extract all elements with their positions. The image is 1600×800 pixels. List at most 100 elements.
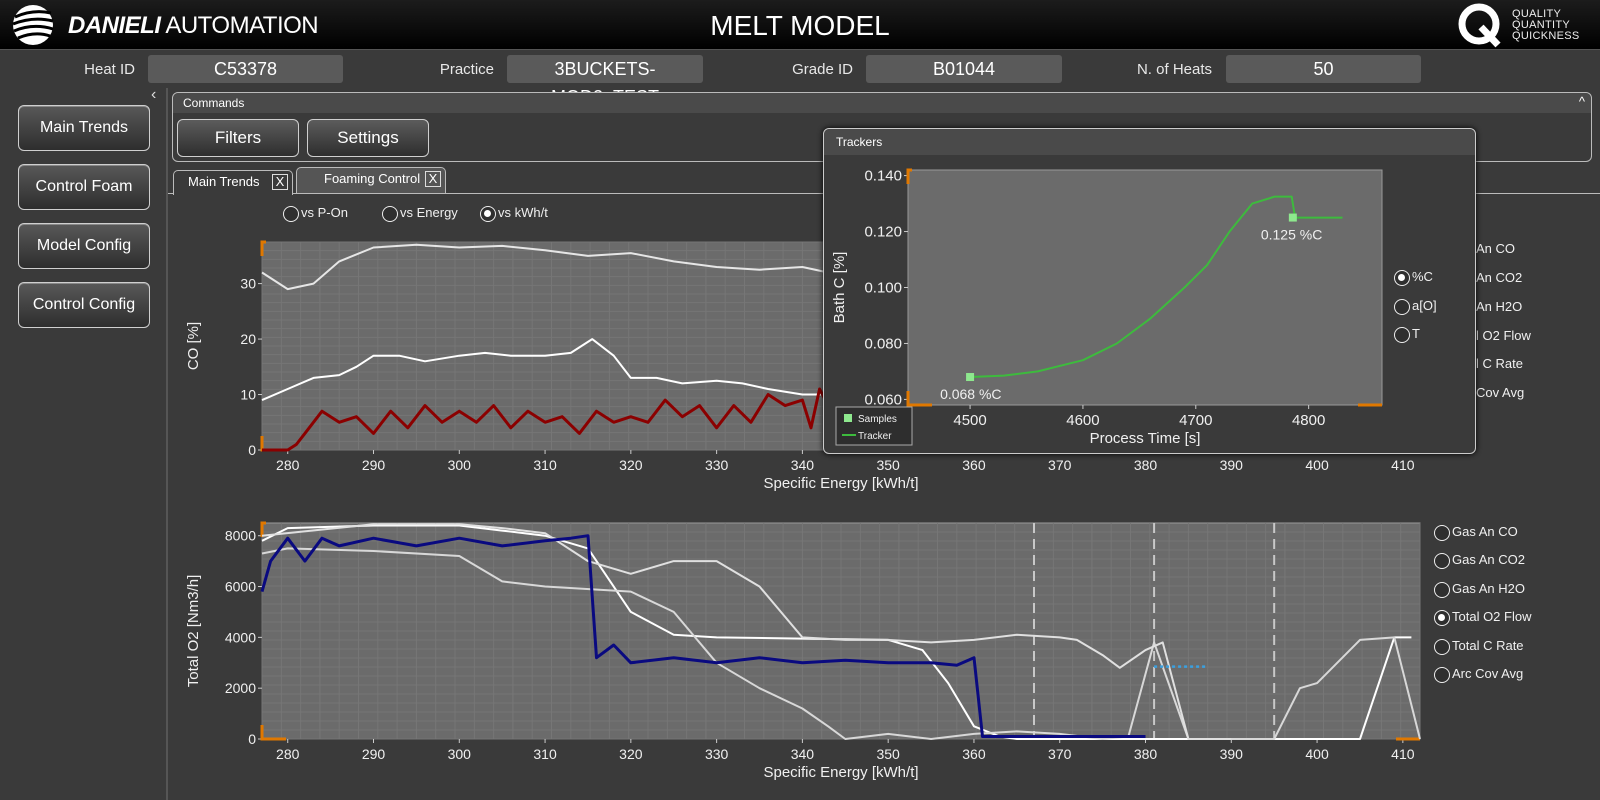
nav-model-config-button[interactable]: Model Config xyxy=(18,223,150,269)
close-icon[interactable]: X xyxy=(425,171,441,187)
x-tick-label: 300 xyxy=(448,457,472,473)
title-bar: DANIELI AUTOMATION MELT MODEL QUALITY QU… xyxy=(0,0,1600,50)
quality-tagline: QUALITY QUANTITY QUICKNESS xyxy=(1512,9,1580,42)
radio-dot[interactable] xyxy=(1394,269,1410,286)
series-label-an-co: An CO xyxy=(1476,241,1516,256)
nav-main-trends-button[interactable]: Main Trends xyxy=(18,105,150,151)
commands-title: Commands xyxy=(183,96,245,110)
y-axis-label: Total O2 [Nm3/h] xyxy=(185,575,202,688)
tab-main-trends[interactable]: Main Trends X xyxy=(173,170,293,195)
x-tick-label: 320 xyxy=(619,746,643,762)
nav-collapse-icon[interactable]: ‹ xyxy=(151,86,157,103)
radio-vs-energy[interactable]: vs Energy xyxy=(382,205,458,222)
brand-name: DANIELI AUTOMATION xyxy=(68,12,319,40)
legend-samples-label: Samples xyxy=(858,414,897,425)
sample-point xyxy=(966,373,975,382)
settings-button[interactable]: Settings xyxy=(307,119,429,157)
x-tick-label: 400 xyxy=(1305,457,1329,473)
radio-dot[interactable] xyxy=(382,205,398,222)
radio-label: vs kWh/t xyxy=(498,205,548,220)
total-o2-chart: 280 290 300 310 320 330 340 350 360 370 380 390 400 4… xyxy=(185,521,1421,781)
radio-label: a[O] xyxy=(1412,298,1437,313)
bath-c-chart: 4500 4600 4700 4800 0.060 0.080 0.100 0.120 0.14… xyxy=(831,168,1383,447)
x-axis-label: Specific Energy [kWh/t] xyxy=(763,764,918,781)
series-line-0 xyxy=(261,243,829,291)
tagline-2: QUANTITY xyxy=(1512,19,1571,31)
chevron-up-icon[interactable]: ^ xyxy=(1578,94,1585,109)
tab-main-trends-label: Main Trends xyxy=(188,174,260,189)
radio-tracker-ao[interactable]: a[O] xyxy=(1394,298,1437,315)
radio-dot[interactable] xyxy=(480,205,496,222)
radio-dot[interactable] xyxy=(1434,524,1450,541)
x-tick-label: 360 xyxy=(962,746,986,762)
nav-control-config-button[interactable]: Control Config xyxy=(18,282,150,328)
series-label-c-rate: l C Rate xyxy=(1476,356,1523,371)
brand-bold: DANIELI xyxy=(68,12,161,39)
radio-dot[interactable] xyxy=(1394,326,1410,343)
tab-foaming-control[interactable]: Foaming Control X xyxy=(296,167,446,193)
x-tick-label: 320 xyxy=(619,457,643,473)
corner-mark xyxy=(260,240,266,256)
commands-header: Commands ^ xyxy=(173,93,1591,113)
series-label-cov-avg: Cov Avg xyxy=(1476,385,1525,400)
heats-field[interactable]: 50 xyxy=(1226,55,1421,83)
x-tick-label: 4500 xyxy=(953,412,986,429)
radio-gas-an-h2o[interactable]: Gas An H2O xyxy=(1434,581,1525,598)
x-tick-label: 410 xyxy=(1391,457,1415,473)
grade-id-field[interactable]: B01044 xyxy=(866,55,1062,83)
radio-dot[interactable] xyxy=(1434,581,1450,598)
x-tick-label: 290 xyxy=(362,457,386,473)
trackers-panel: Trackers 4500 4600 4700 4800 0.060 0.080 0.100… xyxy=(823,128,1476,454)
radio-gas-an-co[interactable]: Gas An CO xyxy=(1434,524,1518,541)
corner-mark xyxy=(260,521,266,537)
x-tick-label: 380 xyxy=(1134,746,1158,762)
radio-label: Total C Rate xyxy=(1452,638,1524,653)
x-tick-label: 350 xyxy=(876,746,900,762)
series-line-0 xyxy=(970,195,1343,378)
radio-tracker-t[interactable]: T xyxy=(1394,326,1420,343)
close-icon[interactable]: X xyxy=(272,174,288,190)
radio-arc-cov-avg[interactable]: Arc Cov Avg xyxy=(1434,666,1523,683)
x-tick-label: 290 xyxy=(362,746,386,762)
heat-id-field[interactable]: C53378 xyxy=(148,55,343,83)
radio-dot[interactable] xyxy=(1394,298,1410,315)
radio-vs-kwht[interactable]: vs kWh/t xyxy=(480,205,548,222)
radio-dot[interactable] xyxy=(283,205,299,222)
grade-id-label: Grade ID xyxy=(792,61,853,78)
series-label-o2-flow: l O2 Flow xyxy=(1476,328,1531,343)
radio-dot[interactable] xyxy=(1434,552,1450,569)
plot-area xyxy=(907,169,1383,406)
x-tick-label: 4700 xyxy=(1179,412,1212,429)
radio-dot[interactable] xyxy=(1434,609,1450,626)
radio-total-o2-flow[interactable]: Total O2 Flow xyxy=(1434,609,1531,626)
y-tick-label: 8000 xyxy=(225,528,256,544)
x-tick-label: 4800 xyxy=(1292,412,1325,429)
x-tick-label: 390 xyxy=(1220,457,1244,473)
x-tick-label: 330 xyxy=(705,457,729,473)
radio-tracker-c[interactable]: %C xyxy=(1394,269,1433,286)
x-tick-label: 280 xyxy=(276,746,300,762)
y-tick-label: 0.100 xyxy=(864,280,902,297)
series-label-an-h2o: An H2O xyxy=(1476,299,1523,314)
trackers-header[interactable]: Trackers xyxy=(824,129,1475,155)
radio-label: %C xyxy=(1412,269,1433,284)
brand-rest: AUTOMATION xyxy=(160,12,319,39)
radio-vs-pon[interactable]: vs P-On xyxy=(283,205,348,222)
radio-total-c-rate[interactable]: Total C Rate xyxy=(1434,638,1524,655)
radio-dot[interactable] xyxy=(1434,638,1450,655)
y-tick-label: 0.140 xyxy=(864,168,902,185)
y-tick-label: 10 xyxy=(240,387,256,403)
corner-mark xyxy=(260,725,286,741)
radio-dot[interactable] xyxy=(1434,666,1450,683)
nav-control-foam-button[interactable]: Control Foam xyxy=(18,164,150,210)
radio-label: Gas An CO2 xyxy=(1452,552,1525,567)
series-line-1 xyxy=(261,547,1421,740)
radio-gas-an-co2[interactable]: Gas An CO2 xyxy=(1434,552,1525,569)
practice-field[interactable]: 3BUCKETS-MOD2_TEST xyxy=(507,55,703,107)
series-line-2 xyxy=(262,387,830,452)
practice-label: Practice xyxy=(439,61,494,78)
filters-button[interactable]: Filters xyxy=(177,119,299,157)
radio-label: T xyxy=(1412,326,1420,341)
x-tick-label: 380 xyxy=(1134,457,1158,473)
heat-id-label: Heat ID xyxy=(84,61,135,78)
